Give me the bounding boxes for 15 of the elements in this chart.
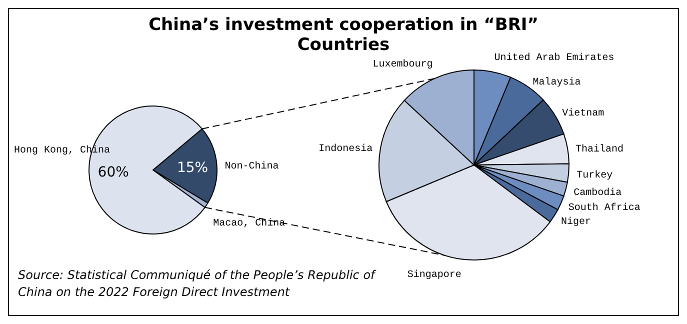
slice-label: Niger [560,216,591,228]
slice-label: Luxembourg [372,58,433,71]
slice-label: Vietnam [562,108,604,120]
slice-label: United Arab Emirates [494,52,614,64]
data-label: 15% [176,160,208,176]
slice-label: Indonesia [318,142,373,155]
slice-label: Non-China [224,160,279,172]
slice-label: Malaysia [532,76,581,88]
slice-label: Thailand [575,143,624,156]
data-label: 60% [98,164,129,180]
slice-label: Turkey [576,170,613,182]
slice-label: Singapore [407,269,462,282]
slice-label: South Africa [568,202,640,214]
source-note: Source: Statistical Communiqué of the People’s Republic of China on the 2022 Foreign Direct Investment [18,268,377,299]
slice-label: Cambodia [574,187,622,200]
